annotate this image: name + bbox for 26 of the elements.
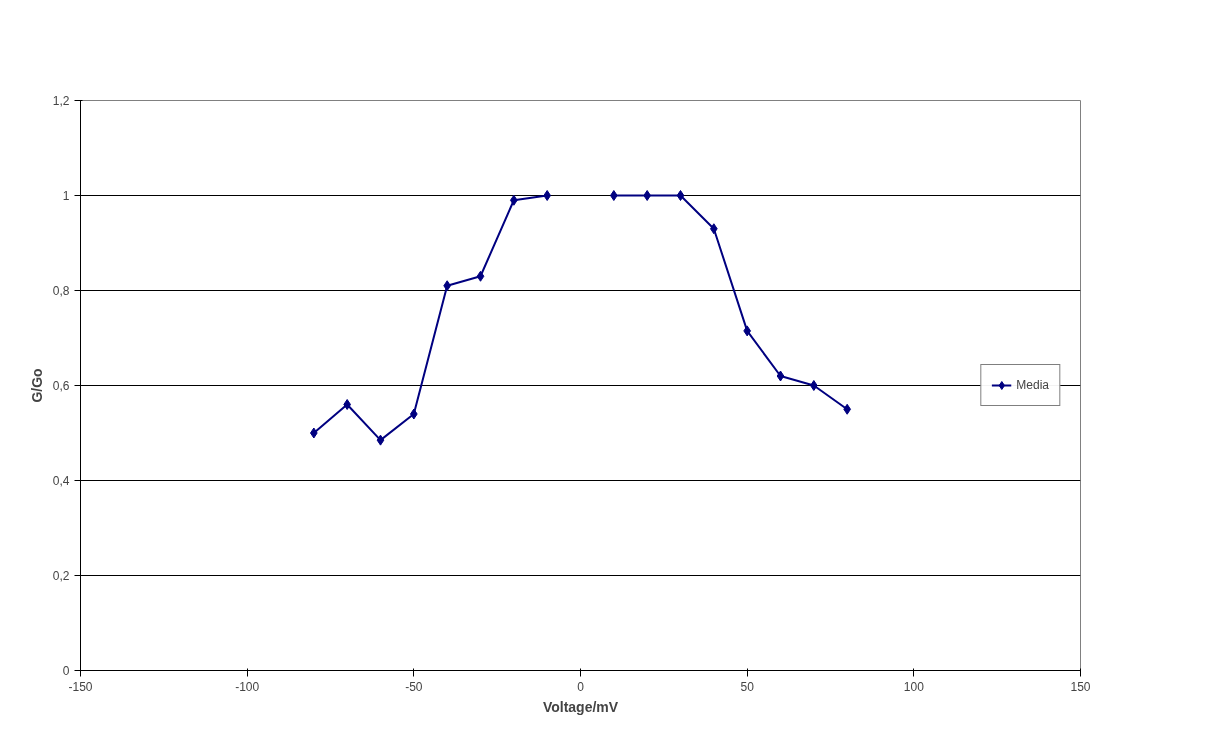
x-tick-label: -50: [405, 679, 423, 694]
point: [810, 380, 818, 391]
y-tick-label: 0,4: [52, 474, 70, 488]
x-tick-label: 0: [577, 679, 585, 694]
point: [543, 190, 551, 201]
x-tick-label: -100: [235, 679, 260, 694]
x-tick-label: 100: [903, 679, 925, 694]
x-axis-title: Voltage/mV: [542, 698, 619, 715]
point: [376, 434, 385, 446]
y-tick-label: 0,6: [52, 379, 70, 393]
point: [776, 370, 785, 382]
x-tick-label: -150: [68, 679, 93, 694]
y-tick-label: 1,2: [52, 94, 70, 108]
point: [476, 270, 485, 282]
y-tick-label: 0,8: [52, 284, 70, 298]
point: [343, 399, 351, 410]
x-tick-label: 50: [740, 679, 755, 694]
y-axis-title: G/Go: [28, 368, 45, 403]
point: [643, 190, 651, 201]
point: [676, 190, 685, 201]
y-tick-label: 0: [62, 664, 70, 678]
x-tick-label: 150: [1070, 679, 1091, 694]
point: [610, 190, 618, 201]
y-tick-label: 0,2: [52, 569, 70, 583]
legend-label: Media: [1016, 378, 1049, 392]
y-tick-label: 1: [62, 189, 70, 203]
